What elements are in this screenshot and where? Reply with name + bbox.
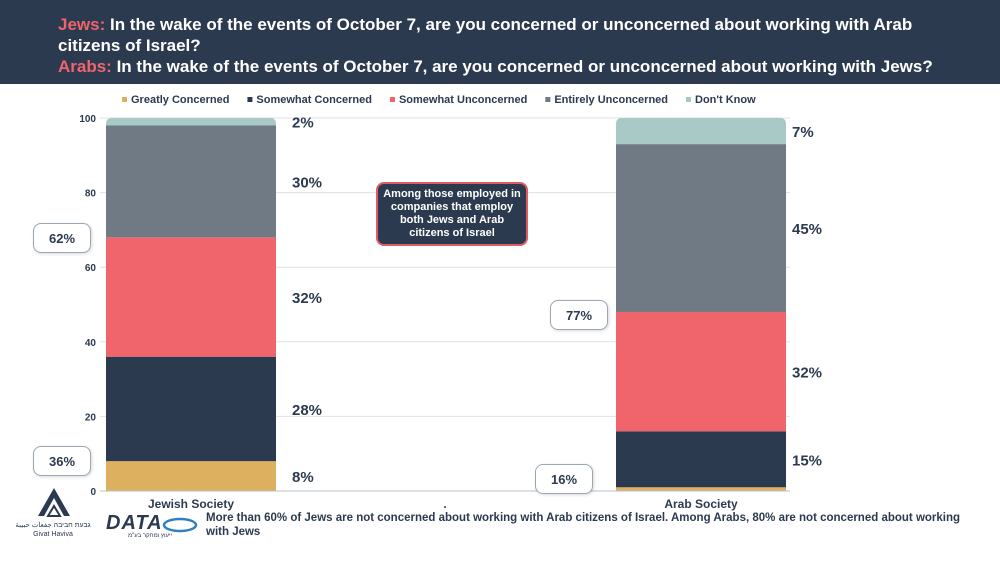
data-label: 8% [292,469,314,486]
data-label: 28% [292,402,322,419]
y-tick-label: 40 [85,338,97,349]
data-label: 32% [292,290,322,307]
callout-jews-concerned: 36% [33,446,91,476]
question-jews-text: In the wake of the events of October 7, … [58,15,913,55]
x-tick-label: Jewish Society [148,497,234,511]
x-tick-label: Arab Society [664,497,738,511]
chart-annotation: Among those employed in companies that e… [376,182,528,246]
y-tick-label: 100 [79,114,96,125]
callout-jews-unconcerned: 62% [33,223,91,253]
legend-swatch [686,97,692,102]
data-logo-word: DATA [106,512,163,534]
bar-segment [616,144,786,312]
y-tick-label: 60 [85,263,97,274]
bar-segment [616,118,786,145]
bar-segment [106,237,276,357]
x-tick-label: . [443,497,446,511]
footer-summary: More than 60% of Jews are not concerned … [206,512,961,538]
data-label: 32% [792,365,822,382]
legend-label: Entirely Unconcerned [554,94,668,106]
legend-swatch [247,97,253,102]
question-jews-tag: Jews: [58,15,106,34]
bar-segment [106,118,276,126]
question-arabs-tag: Arabs: [58,57,112,76]
data-label: 2% [292,115,314,132]
givat-haviva-hebrew: גבעת חביבה جفعات حبيبة [15,522,91,529]
bar-segment [616,311,786,432]
legend-label: Somewhat Concerned [256,94,372,106]
legend-label: Somewhat Unconcerned [399,94,527,106]
header-banner: Jews: In the wake of the events of Octob… [0,0,1000,84]
callout-arabs-concerned: 16% [535,464,593,494]
y-tick-label: 0 [90,487,96,498]
bar-segment [616,487,786,491]
question-arabs: Arabs: In the wake of the events of Octo… [58,56,978,77]
givat-haviva-logo [18,482,90,558]
y-tick-label: 80 [85,189,97,200]
legend-label: Don't Know [695,94,756,106]
givat-haviva-logo-text: גבעת חביבה جفعات حبيبة Givat Haviva [8,521,98,539]
bar-segment [106,461,276,491]
stacked-bar-chart: 0 20 40 60 80 100 8% 28% 32% 30% 2% 15% 32% 45% 7% Jewi… [79,94,822,511]
legend-swatch [122,97,127,102]
question-jews: Jews: In the wake of the events of Octob… [58,14,968,56]
legend-swatch [389,97,395,102]
bar-segment [616,431,786,488]
data-logo-sub: ייעוץ ומחקר בע"מ [128,533,173,539]
legend-label: Greatly Concerned [131,94,229,106]
y-tick-label: 20 [85,412,97,423]
data-logo: DATA ייעוץ ומחקר בע"מ [106,512,198,540]
givat-haviva-name: Givat Haviva [33,531,73,538]
question-arabs-text: In the wake of the events of October 7, … [111,57,933,76]
data-label: 30% [292,174,322,191]
legend-swatch [545,97,551,102]
bar-segment [106,356,276,462]
data-label: 15% [792,452,822,469]
data-logo-swoosh-icon [162,517,198,533]
data-label: 7% [792,124,814,141]
givat-haviva-logo-icon [38,488,70,517]
callout-arabs-unconcerned: 77% [550,300,608,330]
data-label: 45% [792,221,822,238]
bar-segment [106,125,276,238]
